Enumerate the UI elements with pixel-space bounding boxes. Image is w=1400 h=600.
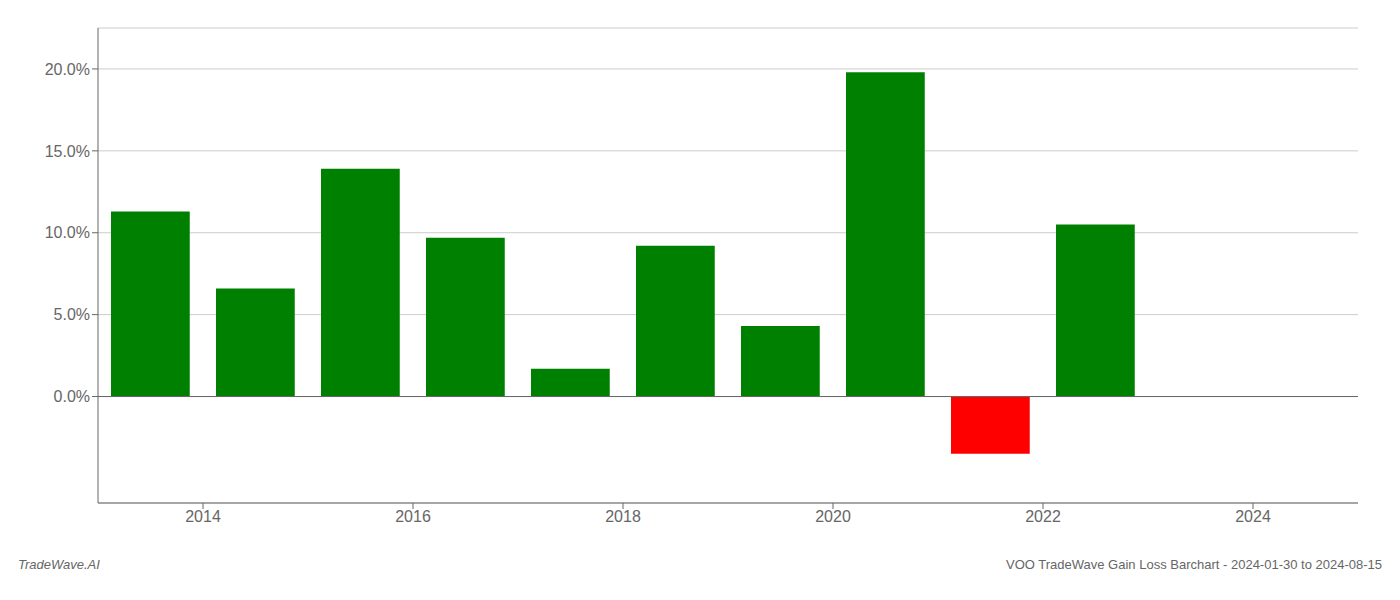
svg-text:2016: 2016: [395, 508, 431, 525]
svg-text:20.0%: 20.0%: [45, 61, 90, 78]
svg-text:15.0%: 15.0%: [45, 143, 90, 160]
html-text:TradeWave.AI: TradeWave.AI: [18, 557, 100, 572]
svg-text:0.0%: 0.0%: [54, 388, 90, 405]
html-text:VOO TradeWave Gain Loss Barcha: VOO TradeWave Gain Loss Barchart - 2024-…: [1006, 557, 1382, 572]
svg-text:2024: 2024: [1235, 508, 1271, 525]
svg-text:2020: 2020: [815, 508, 851, 525]
svg-text:2022: 2022: [1025, 508, 1061, 525]
svg-text:2018: 2018: [605, 508, 641, 525]
svg-text:2014: 2014: [185, 508, 221, 525]
svg-text:10.0%: 10.0%: [45, 224, 90, 241]
svg-text:5.0%: 5.0%: [54, 306, 90, 323]
